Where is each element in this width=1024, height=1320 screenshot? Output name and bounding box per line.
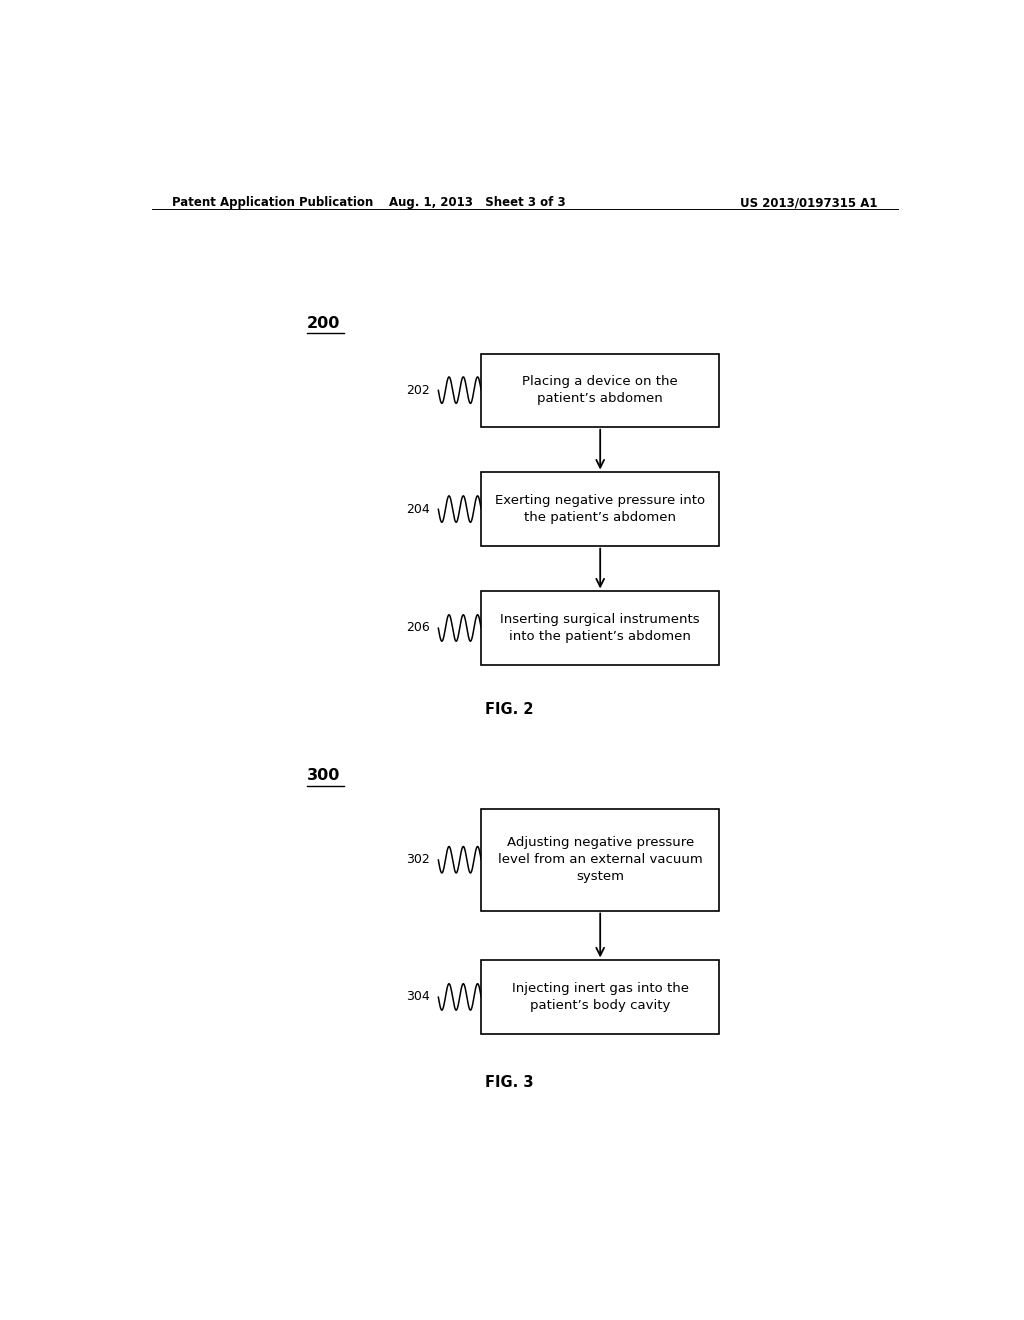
- Bar: [481, 809, 719, 911]
- Bar: [481, 473, 719, 545]
- Text: 204: 204: [406, 503, 430, 516]
- Text: Exerting negative pressure into
the patient’s abdomen: Exerting negative pressure into the pati…: [496, 494, 706, 524]
- Text: Aug. 1, 2013   Sheet 3 of 3: Aug. 1, 2013 Sheet 3 of 3: [389, 195, 565, 209]
- Text: Adjusting negative pressure
level from an external vacuum
system: Adjusting negative pressure level from a…: [498, 836, 702, 883]
- Text: 206: 206: [406, 622, 430, 635]
- Text: 202: 202: [406, 384, 430, 396]
- Text: FIG. 2: FIG. 2: [484, 702, 534, 717]
- Text: Patent Application Publication: Patent Application Publication: [172, 195, 373, 209]
- Text: 304: 304: [406, 990, 430, 1003]
- Text: 302: 302: [406, 853, 430, 866]
- Bar: [481, 961, 719, 1034]
- Text: 200: 200: [306, 315, 340, 331]
- Text: Inserting surgical instruments
into the patient’s abdomen: Inserting surgical instruments into the …: [501, 612, 700, 643]
- Text: Placing a device on the
patient’s abdomen: Placing a device on the patient’s abdome…: [522, 375, 678, 405]
- Text: 300: 300: [306, 768, 340, 783]
- Bar: [481, 354, 719, 426]
- Text: US 2013/0197315 A1: US 2013/0197315 A1: [740, 195, 878, 209]
- Text: Injecting inert gas into the
patient’s body cavity: Injecting inert gas into the patient’s b…: [512, 982, 689, 1012]
- Text: FIG. 3: FIG. 3: [484, 1076, 534, 1090]
- Bar: [481, 591, 719, 664]
